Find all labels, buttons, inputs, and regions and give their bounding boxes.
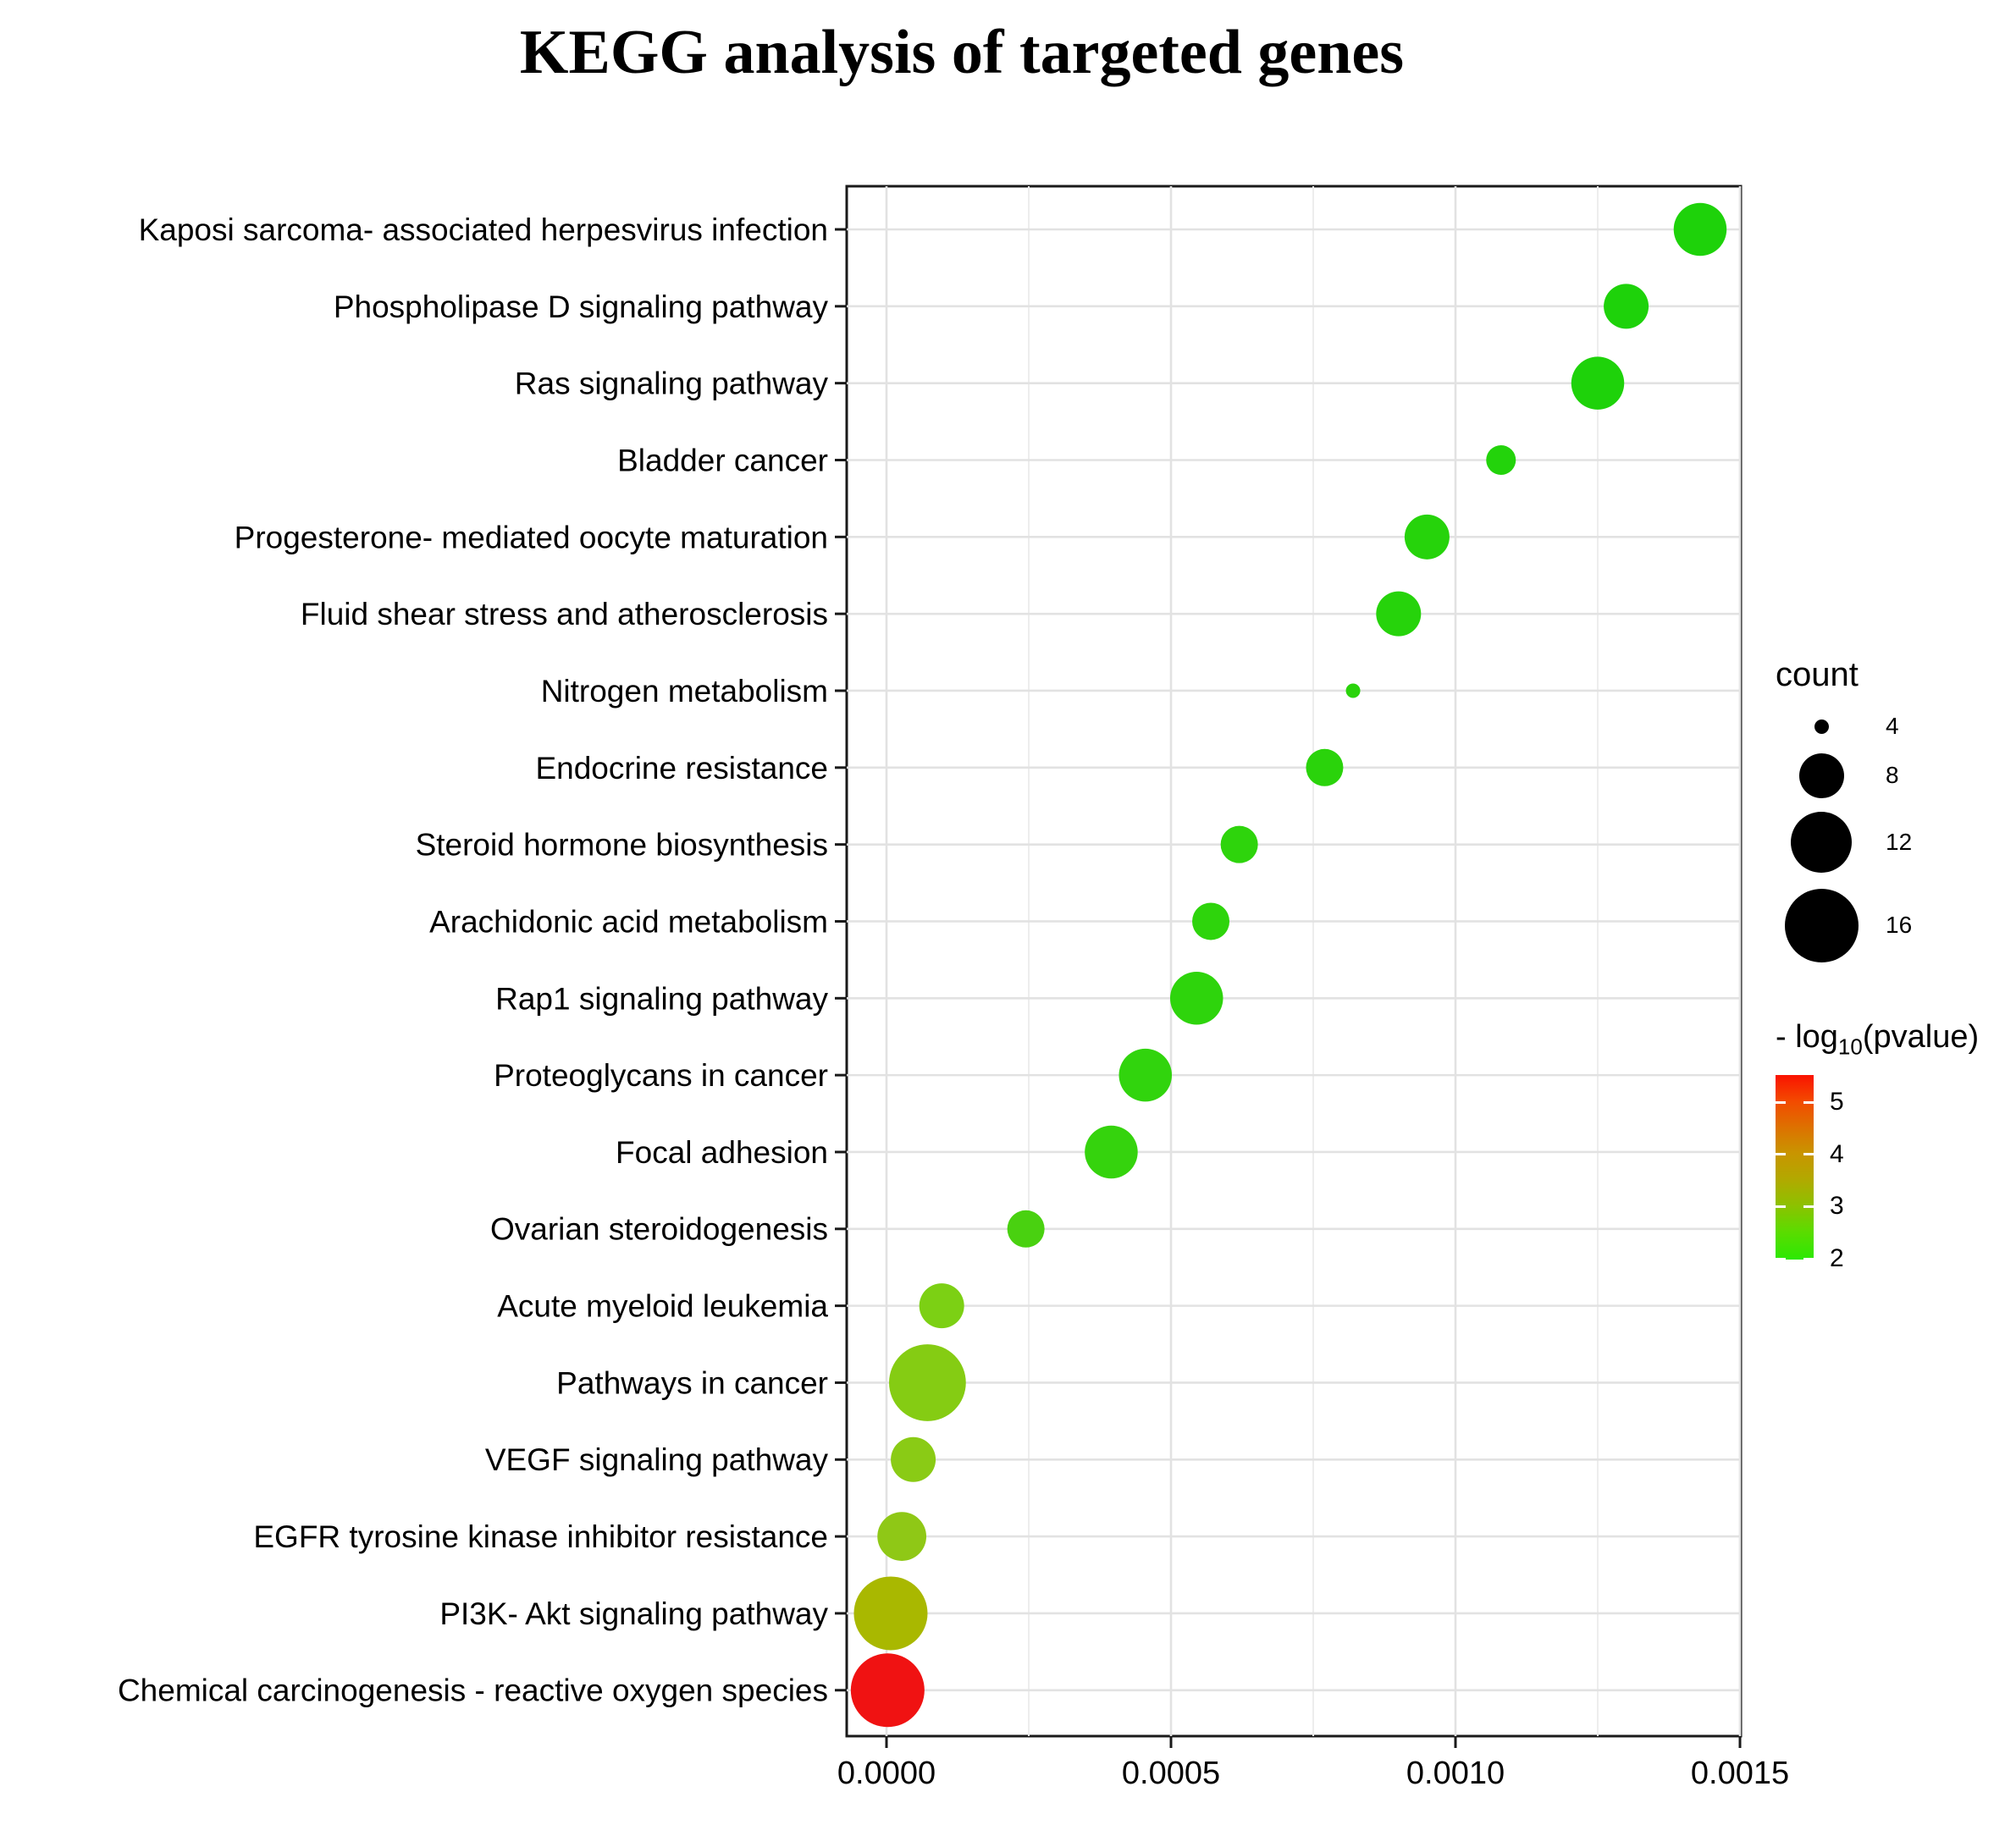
- count-legend-bubble-12: [1791, 812, 1852, 873]
- bubble-11: [1118, 1048, 1173, 1102]
- y-axis-label: Chemical carcinogenesis - reactive oxyge…: [118, 1673, 828, 1708]
- color-legend-title: - log10(pvalue): [1776, 1019, 1979, 1061]
- pvalue-color-legend: - log10(pvalue) 5 4 3 2: [1774, 1016, 2016, 1295]
- chart-title: KEGG analysis of targeted genes: [519, 18, 1405, 87]
- color-legend-title-suffix: (pvalue): [1862, 1019, 1980, 1055]
- colorbar-tick-label: 4: [1830, 1139, 1844, 1168]
- y-axis-label: Kaposi sarcoma- associated herpesvirus i…: [139, 212, 828, 247]
- y-axis-label: Arachidonic acid metabolism: [429, 904, 828, 939]
- colorbar-notch: [1776, 1257, 1786, 1260]
- count-legend-bubble-16: [1784, 888, 1859, 962]
- count-legend: count 4 8 12 16: [1774, 656, 2002, 978]
- colorbar-notch: [1803, 1257, 1814, 1260]
- bubble-19: [850, 1653, 925, 1728]
- x-tick-label: 0.0000: [837, 1756, 936, 1791]
- y-axis-label: Proteoglycans in cancer: [494, 1058, 828, 1093]
- y-axis-label: Focal adhesion: [616, 1135, 828, 1170]
- y-axis-label: Bladder cancer: [617, 443, 828, 477]
- bubble-5: [1376, 591, 1422, 637]
- y-axis-label: PI3K- Akt signaling pathway: [439, 1596, 828, 1631]
- colorbar-tick-label: 5: [1830, 1088, 1844, 1117]
- bubble-14: [919, 1283, 964, 1329]
- y-axis-label: Ovarian steroidogenesis: [490, 1212, 828, 1247]
- bubble-13: [1007, 1210, 1045, 1248]
- bubble-10: [1169, 972, 1223, 1025]
- bubble-7: [1306, 748, 1344, 786]
- colorbar-notch: [1803, 1205, 1814, 1208]
- y-axis-label: VEGF signaling pathway: [485, 1442, 829, 1477]
- y-axis-label: Fluid shear stress and atherosclerosis: [301, 597, 828, 631]
- colorbar-notch: [1803, 1100, 1814, 1104]
- plot-panel: [845, 185, 1743, 1738]
- y-axis-label: Rap1 signaling pathway: [495, 981, 828, 1016]
- count-legend-label: 12: [1886, 829, 1913, 855]
- color-legend-title-prefix: - log: [1776, 1019, 1838, 1055]
- colorbar-notch: [1776, 1100, 1786, 1104]
- count-legend-title: count: [1776, 656, 1859, 693]
- y-axis-label: Pathways in cancer: [556, 1365, 828, 1400]
- color-legend-title-subscript: 10: [1837, 1034, 1863, 1060]
- y-axis-label: EGFR tyrosine kinase inhibitor resistanc…: [253, 1519, 828, 1554]
- colorbar-notch: [1776, 1205, 1786, 1208]
- x-tick-label: 0.0010: [1406, 1756, 1505, 1791]
- y-axis-label: Acute myeloid leukemia: [497, 1289, 828, 1324]
- bubble-3: [1486, 444, 1516, 475]
- y-axis-label: Endocrine resistance: [535, 751, 828, 786]
- colorbar-notch: [1776, 1153, 1786, 1156]
- bubble-6: [1345, 683, 1361, 698]
- y-axis-label: Nitrogen metabolism: [541, 674, 828, 708]
- count-legend-bubble-8: [1798, 753, 1844, 798]
- y-axis-label: Steroid hormone biosynthesis: [416, 828, 828, 863]
- x-tick-label: 0.0015: [1691, 1756, 1789, 1791]
- bubble-16: [891, 1436, 936, 1482]
- bubble-15: [889, 1344, 966, 1421]
- colorbar-tick-label: 3: [1830, 1192, 1844, 1221]
- bubble-4: [1404, 514, 1450, 560]
- colorbar-notch: [1803, 1153, 1814, 1156]
- bubble-18: [853, 1576, 928, 1651]
- y-axis-label: Phospholipase D signaling pathway: [334, 289, 829, 324]
- count-legend-label: 4: [1886, 713, 1899, 739]
- bubble-2: [1571, 356, 1625, 410]
- colorbar-gradient: [1776, 1075, 1814, 1260]
- bubble-17: [877, 1512, 927, 1561]
- x-tick-label: 0.0005: [1122, 1756, 1220, 1791]
- count-legend-label: 8: [1886, 762, 1899, 788]
- y-axis-label: Progesterone- mediated oocyte maturation: [235, 520, 828, 554]
- count-legend-label: 16: [1886, 912, 1913, 938]
- count-legend-bubble-4: [1814, 719, 1829, 734]
- bubble-0: [1673, 202, 1727, 256]
- y-axis-label: Ras signaling pathway: [515, 367, 829, 401]
- colorbar-tick-label: 2: [1830, 1244, 1844, 1272]
- bubble-1: [1604, 284, 1649, 329]
- bubble-9: [1192, 902, 1230, 940]
- bubble-8: [1220, 825, 1258, 863]
- bubble-12: [1085, 1125, 1138, 1179]
